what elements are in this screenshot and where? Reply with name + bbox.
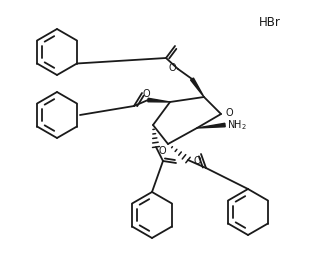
Polygon shape [197,123,225,128]
Text: HBr: HBr [259,16,281,29]
Text: O: O [158,146,166,156]
Text: O: O [225,108,233,118]
Text: NH$_2$: NH$_2$ [227,118,247,132]
Text: O: O [168,63,176,73]
Text: O: O [142,89,150,99]
Polygon shape [148,98,170,102]
Polygon shape [190,78,204,97]
Text: O: O [193,156,201,166]
